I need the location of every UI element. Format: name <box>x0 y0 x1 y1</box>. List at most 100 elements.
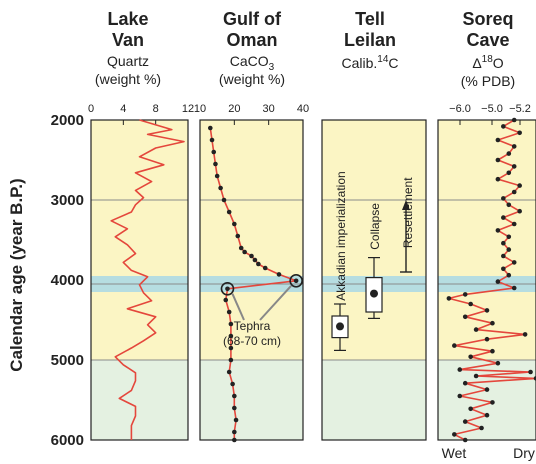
x-tick-label: 30 <box>263 103 275 115</box>
data-point <box>528 369 533 375</box>
data-point <box>506 202 512 208</box>
subtitle-line-2: (weight %) <box>219 71 285 87</box>
event-center <box>370 289 378 298</box>
x-tick-label: 20 <box>228 103 240 115</box>
x-tick-label: 40 <box>297 103 309 115</box>
subtitle-formula: CaCO <box>230 53 269 69</box>
panel-soreq-cave: −6.0 −5.0 −5.2 <box>437 103 536 443</box>
data-point <box>232 429 237 435</box>
data-point <box>208 125 213 131</box>
data-point <box>462 437 468 443</box>
subtitle-delta: Δ18O <box>472 54 503 71</box>
subtitle-calib-text: Calib. <box>341 55 377 71</box>
data-point <box>226 309 232 315</box>
data-point <box>209 137 215 143</box>
panel-frame <box>321 119 427 441</box>
data-point <box>501 253 506 259</box>
data-point <box>484 412 490 418</box>
subtitle-o: O <box>493 55 504 71</box>
title-line-2: Cave <box>466 30 509 50</box>
resettlement-arrow-head <box>402 200 410 210</box>
header-tell-leilan: Tell Leilan Calib.14C <box>341 9 398 71</box>
data-point <box>506 247 512 252</box>
panel-tell-leilan: Akkadian imperialization Collapse Resettle… <box>321 119 427 441</box>
x-tick-label: 8 <box>153 103 159 115</box>
tephra-arrow <box>259 285 292 321</box>
tephra-arrow <box>231 293 245 321</box>
subtitle-subscript: 3 <box>269 62 275 73</box>
data-point <box>511 221 517 227</box>
data-point <box>490 400 495 405</box>
data-point <box>226 369 232 375</box>
y-tick-label: 5000 <box>51 352 84 369</box>
data-point <box>457 367 463 372</box>
data-point <box>211 149 217 155</box>
data-point <box>495 360 501 366</box>
x-tick-label: 10 <box>194 103 206 115</box>
data-point <box>462 380 468 386</box>
data-point <box>490 320 495 326</box>
data-point <box>228 357 234 363</box>
tephra-label: Tephra <box>234 319 271 333</box>
data-point <box>495 228 501 233</box>
data-point <box>249 253 254 259</box>
data-point <box>511 164 517 169</box>
x-tick-label: 12 <box>182 103 194 115</box>
data-point <box>533 376 536 381</box>
data-point <box>501 266 506 272</box>
data-point <box>462 292 468 297</box>
data-point <box>517 130 522 136</box>
data-point <box>506 151 512 156</box>
title-line-2: Leilan <box>344 30 396 50</box>
data-point <box>230 381 235 387</box>
y-axis-label: Calendar age (year B.P.) <box>7 178 26 371</box>
panel-gulf-of-oman: 10 20 30 40 Tephra(68-70 cm) <box>194 103 309 443</box>
data-point <box>495 176 501 182</box>
x-tick-label: −5.2 <box>509 103 531 115</box>
data-point <box>221 197 227 203</box>
data-point <box>232 221 237 227</box>
x-tick-label: −5.0 <box>481 103 503 115</box>
title-line-1: Soreq <box>462 9 513 29</box>
y-tick-label: 4000 <box>51 272 84 289</box>
panel-lower-shade <box>91 360 188 440</box>
header-gulf-of-oman: Gulf of Oman CaCO3 (weight %) <box>219 9 285 87</box>
data-point <box>511 260 517 265</box>
panel-frame <box>437 119 536 441</box>
title-line-1: Lake <box>107 9 148 29</box>
subtitle-superscript: 18 <box>482 54 494 65</box>
data-point <box>495 137 501 143</box>
data-point <box>276 272 282 277</box>
data-point <box>232 437 237 443</box>
data-point <box>252 257 258 263</box>
data-point <box>506 272 512 278</box>
title-line-1: Gulf of <box>223 9 282 29</box>
event-label-resettlement: Resettlement <box>401 177 415 248</box>
title-line-1: Tell <box>355 9 385 29</box>
panel-lake-van: 0 4 8 12 <box>88 103 194 441</box>
data-point <box>293 278 299 284</box>
data-point <box>233 417 239 423</box>
title-line-2: Van <box>112 30 144 50</box>
data-point <box>517 208 522 214</box>
y-tick-label: 3000 <box>51 192 84 209</box>
panel-frame <box>199 119 304 441</box>
event-label-akkadian: Akkadian imperialization <box>334 171 348 300</box>
data-point <box>242 249 247 255</box>
data-point <box>225 286 230 292</box>
data-point <box>232 405 237 411</box>
data-point <box>511 144 517 149</box>
data-point <box>468 301 473 307</box>
data-point <box>228 333 234 339</box>
data-point <box>213 161 218 167</box>
data-point <box>501 240 506 246</box>
data-point <box>501 196 506 201</box>
data-point <box>238 245 244 251</box>
subtitle-c: C <box>388 55 398 71</box>
data-point <box>452 432 457 437</box>
data-point <box>511 189 517 195</box>
tephra-marker <box>220 281 235 296</box>
data-point <box>468 406 473 412</box>
data-point <box>462 419 468 424</box>
